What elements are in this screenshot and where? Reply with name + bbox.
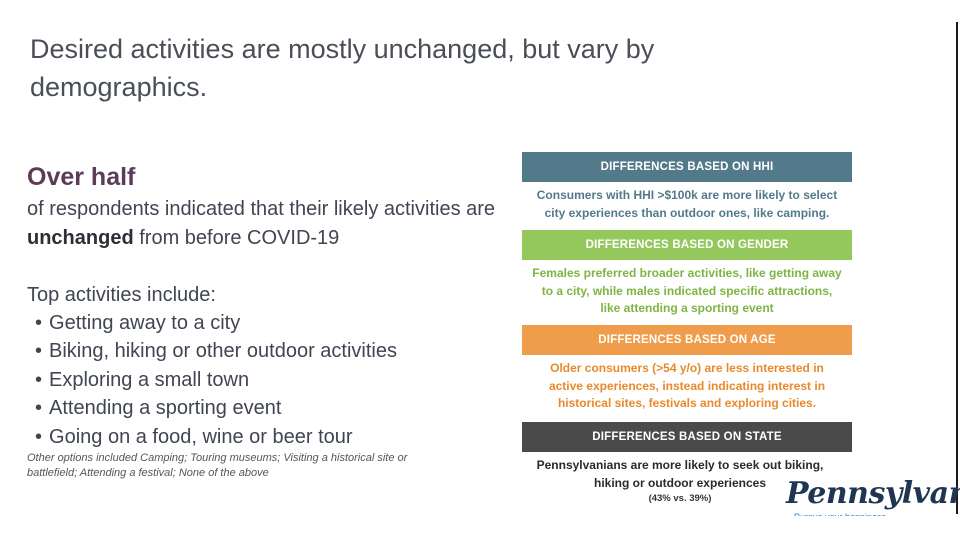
panel-gender: DIFFERENCES BASED ON GENDER Females pref… (522, 230, 852, 325)
list-item: Going on a food, wine or beer tour (35, 423, 497, 451)
intro-text-bold: unchanged (27, 227, 134, 249)
pennsylvania-logo: Pennsylvania (786, 476, 960, 511)
panel-age-header: DIFFERENCES BASED ON AGE (522, 325, 852, 355)
other-options-note: Other options included Camping; Touring … (27, 452, 408, 480)
panel-hhi: DIFFERENCES BASED ON HHI Consumers with … (522, 152, 852, 230)
top-activities-heading: Top activities include: (27, 284, 216, 306)
intro-text-after: from before COVID-19 (133, 227, 340, 249)
left-column: Over half of respondents indicated that … (27, 160, 497, 481)
panel-gender-text: Females preferred broader activities, li… (532, 266, 842, 315)
panel-state-subtext: (43% vs. 39%) (648, 493, 712, 504)
slide-title: Desired activities are mostly unchanged,… (30, 34, 655, 102)
list-item: Attending a sporting event (35, 394, 497, 422)
panel-state: DIFFERENCES BASED ON STATE Pennsylvanian… (522, 422, 852, 506)
headline-over-half: Over half (27, 163, 136, 191)
intro-text-before: of respondents indicated that their like… (27, 198, 496, 220)
intro-text: of respondents indicated that their like… (27, 195, 497, 253)
list-item: Getting away to a city (35, 309, 497, 337)
activities-list: Getting away to a city Biking, hiking or… (27, 309, 497, 451)
panel-gender-header: DIFFERENCES BASED ON GENDER (522, 230, 852, 260)
panel-state-header: DIFFERENCES BASED ON STATE (522, 422, 852, 452)
panel-hhi-text: Consumers with HHI >$100k are more likel… (536, 188, 838, 220)
list-item: Biking, hiking or other outdoor activiti… (35, 337, 497, 365)
panel-hhi-header: DIFFERENCES BASED ON HHI (522, 152, 852, 182)
logo-tagline: Pursue your happiness (794, 510, 934, 516)
list-item: Exploring a small town (35, 366, 497, 394)
panel-age-text: Older consumers (>54 y/o) are less inter… (548, 361, 826, 410)
panel-state-text: Pennsylvanians are more likely to seek o… (536, 458, 824, 490)
panel-age: DIFFERENCES BASED ON AGE Older consumers… (522, 325, 852, 420)
right-edge-rule (956, 22, 958, 514)
